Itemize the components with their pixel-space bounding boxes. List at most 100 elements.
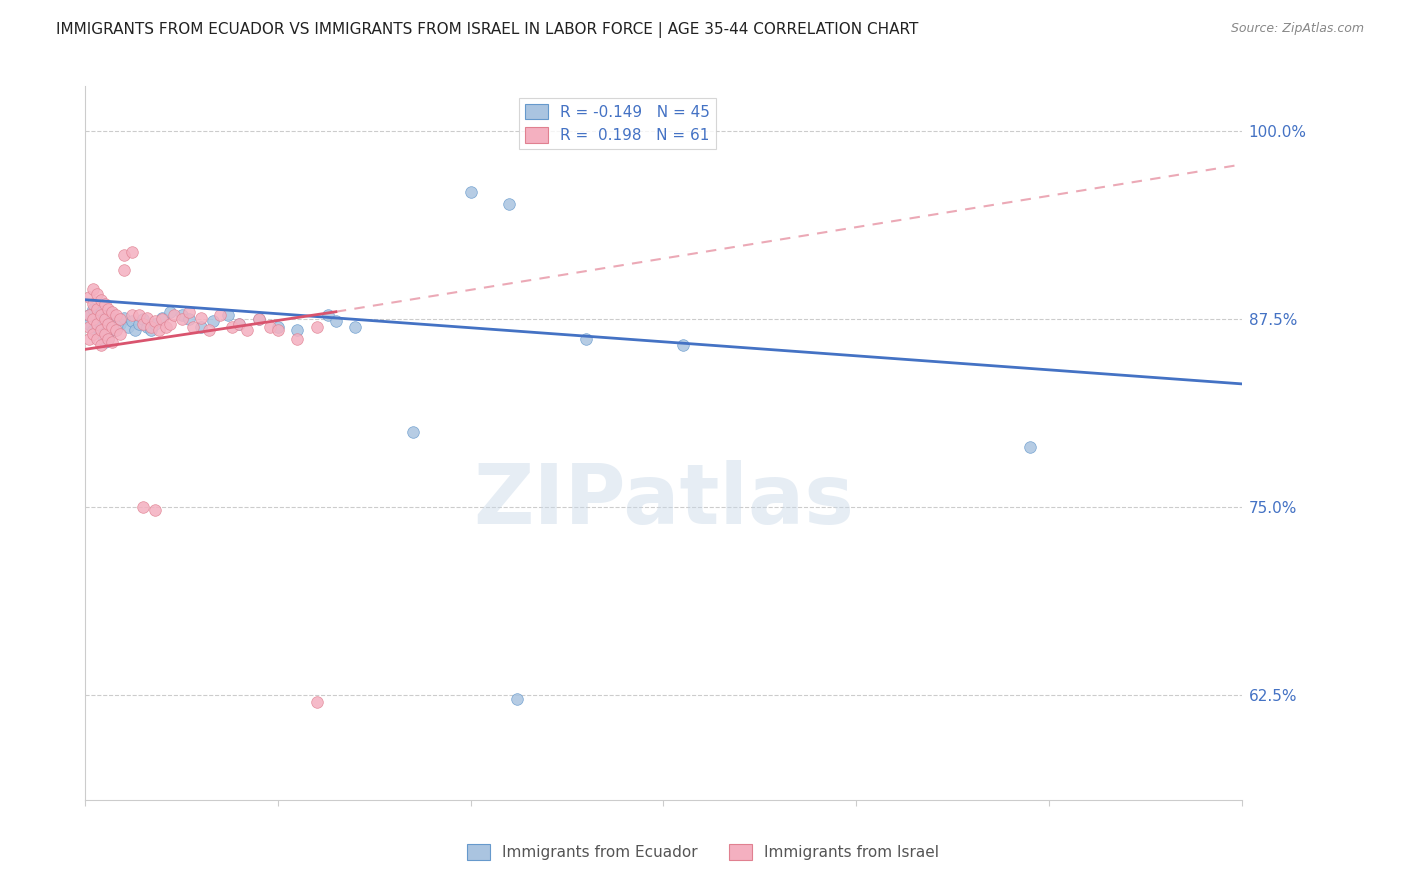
Point: [101, 304, 124, 318]
Point: [82, 327, 104, 342]
Point: [108, 312, 131, 326]
Point: [124, 323, 146, 337]
Point: [316, 308, 339, 322]
Point: [82, 301, 104, 316]
Point: [86, 317, 108, 331]
Point: [90, 308, 112, 322]
Point: [305, 695, 328, 709]
Point: [201, 314, 224, 328]
Point: [86, 310, 108, 325]
Point: [236, 323, 259, 337]
Point: [77, 308, 100, 322]
Point: [101, 319, 124, 334]
Text: ZIPatlas: ZIPatlas: [472, 459, 853, 541]
Point: [121, 308, 143, 322]
Point: [136, 310, 159, 325]
Point: [93, 312, 115, 326]
Point: [139, 319, 162, 334]
Point: [77, 290, 100, 304]
Point: [179, 304, 201, 318]
Point: [77, 308, 100, 322]
Point: [132, 500, 155, 514]
Point: [228, 317, 250, 331]
Point: [132, 317, 155, 331]
Point: [197, 323, 219, 337]
Point: [498, 196, 520, 211]
Point: [190, 310, 212, 325]
Point: [128, 308, 150, 322]
Point: [105, 323, 128, 337]
Point: [101, 334, 124, 349]
Point: [97, 308, 120, 322]
Point: [97, 332, 120, 346]
Point: [159, 304, 181, 318]
Point: [259, 319, 281, 334]
Point: [152, 310, 174, 325]
Point: [285, 332, 308, 346]
Point: [86, 301, 108, 316]
Point: [267, 323, 290, 337]
Point: [77, 317, 100, 331]
Point: [672, 338, 695, 352]
Point: [121, 244, 143, 259]
Point: [132, 312, 155, 326]
Point: [155, 319, 177, 334]
Point: [117, 319, 139, 334]
Point: [228, 317, 250, 331]
Point: [460, 185, 482, 199]
Point: [181, 319, 204, 334]
Point: [90, 293, 112, 307]
Point: [159, 317, 181, 331]
Point: [179, 312, 201, 326]
Point: [93, 327, 115, 342]
Point: [267, 319, 290, 334]
Point: [108, 317, 131, 331]
Point: [325, 314, 347, 328]
Point: [247, 312, 270, 326]
Point: [82, 282, 104, 296]
Point: [82, 312, 104, 326]
Point: [575, 332, 598, 346]
Point: [143, 503, 166, 517]
Point: [128, 317, 150, 331]
Point: [344, 319, 367, 334]
Point: [136, 319, 159, 334]
Point: [90, 323, 112, 337]
Point: [1018, 440, 1040, 454]
Point: [305, 319, 328, 334]
Point: [112, 262, 135, 277]
Point: [105, 323, 128, 337]
Point: [402, 425, 425, 439]
Point: [82, 297, 104, 311]
Point: [93, 297, 115, 311]
Point: [86, 319, 108, 334]
Point: [163, 308, 186, 322]
Point: [143, 314, 166, 328]
Point: [143, 317, 166, 331]
Point: [90, 327, 112, 342]
Point: [101, 312, 124, 326]
Legend: Immigrants from Ecuador, Immigrants from Israel: Immigrants from Ecuador, Immigrants from…: [461, 838, 945, 866]
Point: [139, 323, 162, 337]
Point: [86, 332, 108, 346]
Point: [97, 332, 120, 346]
Point: [190, 319, 212, 334]
Text: Source: ZipAtlas.com: Source: ZipAtlas.com: [1230, 22, 1364, 36]
Point: [90, 304, 112, 318]
Point: [121, 314, 143, 328]
Point: [285, 323, 308, 337]
Point: [82, 323, 104, 337]
Point: [90, 338, 112, 352]
Point: [209, 308, 232, 322]
Point: [148, 323, 170, 337]
Point: [506, 692, 529, 706]
Point: [221, 319, 243, 334]
Point: [77, 319, 100, 334]
Legend: R = -0.149   N = 45, R =  0.198   N = 61: R = -0.149 N = 45, R = 0.198 N = 61: [519, 97, 716, 149]
Point: [97, 317, 120, 331]
Point: [93, 334, 115, 349]
Point: [217, 308, 239, 322]
Point: [112, 247, 135, 261]
Point: [97, 301, 120, 316]
Point: [170, 308, 193, 322]
